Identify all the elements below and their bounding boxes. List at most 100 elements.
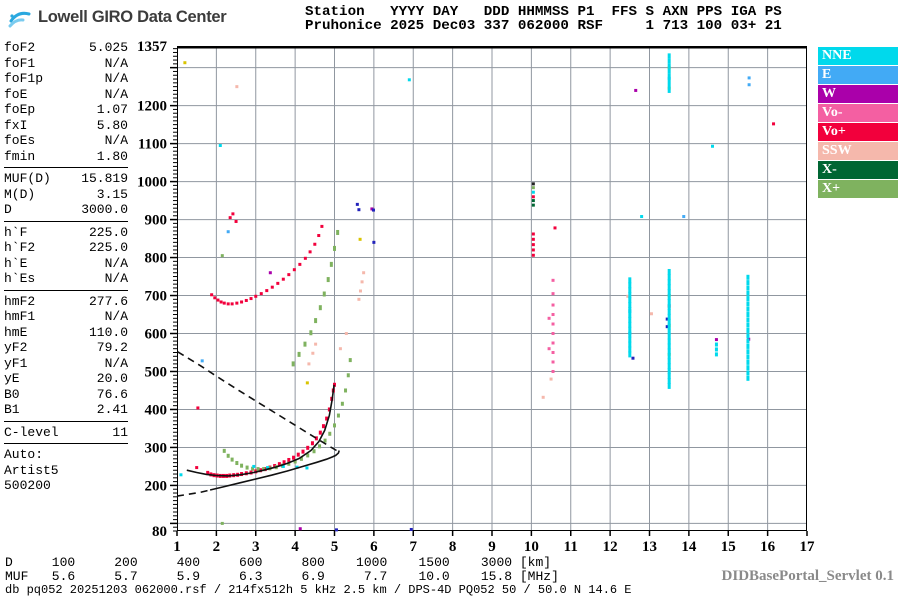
param-value: 5.80 (96, 117, 128, 133)
param-row-clevel: C-level 11 (4, 425, 128, 441)
param-value: 76.6 (96, 386, 128, 402)
x-tick-label: 16 (760, 539, 776, 555)
muf-table: D 100 200 400 600 800 1000 1500 3000 [km… (5, 555, 559, 584)
series-vo-minus-column (547, 278, 555, 373)
param-value: 225.0 (88, 240, 128, 255)
y-tick-label: 300 (145, 440, 168, 456)
x-tick-label: 4 (291, 539, 299, 555)
param-name: 500200 (4, 478, 51, 493)
series-es-column-13-5-top (667, 53, 671, 93)
legend-item-ssw: SSW (818, 142, 898, 160)
param-row-hme: hmE 110.0 (4, 325, 128, 341)
param-value: N/A (104, 309, 128, 324)
param-name: D (4, 202, 12, 217)
station-header-line2: Pruhonice 2025 Dec03 337 062000 RSF 1 71… (305, 18, 782, 34)
param-row-md: M(D) 3.15 (4, 187, 128, 203)
series-o-trace-2nd-order (210, 224, 324, 306)
param-name: Artist5 (4, 462, 59, 478)
echo-direction-legend: NNE E W Vo- Vo+ SSW X- X+ (818, 47, 898, 199)
param-value: 277.6 (88, 293, 128, 309)
x-tick-label: 5 (331, 539, 339, 555)
param-name: foF1 (4, 55, 36, 71)
param-value: 1.07 (96, 102, 128, 117)
series-es-column-14-7 (714, 342, 718, 357)
param-separator (4, 220, 128, 222)
param-row-d: D 3000.0 (4, 202, 128, 218)
param-name: M(D) (4, 186, 36, 202)
parameter-panel: foF2 5.025 foF1 N/A foF1p N/A foE N/A foEp 1.07 fx… (4, 40, 128, 494)
param-name: h`E (4, 255, 28, 271)
param-row-yf1: yF1 N/A (4, 356, 128, 372)
param-row-hmf2: hmF2 277.6 (4, 294, 128, 310)
lowell-giro-logo: Lowell GIRO Data Center (8, 5, 227, 29)
param-value: 11 (112, 424, 128, 440)
legend-item-w: W (818, 85, 898, 103)
curve-profile-topside-model (176, 350, 337, 452)
series-w-specks (268, 88, 751, 531)
y-tick-label: 500 (145, 364, 168, 380)
param-value: 79.2 (96, 340, 128, 355)
servlet-version-label: DIDBasePortal_Servlet 0.1 (721, 568, 894, 584)
x-tick-label: 1 (173, 539, 181, 555)
param-name: foE (4, 86, 28, 102)
param-row-yf2: yF2 79.2 (4, 340, 128, 356)
param-name: hmF1 (4, 309, 36, 324)
series-ssw-specks (235, 85, 653, 399)
param-row-b1: B1 2.41 (4, 402, 128, 418)
param-value: N/A (104, 133, 128, 148)
param-value: 15.819 (81, 171, 128, 186)
measurement-info-line: db pq052 20251203 062000.rsf / 214fx512h… (5, 583, 632, 597)
y-tick-label: 1000 (137, 175, 167, 191)
x-tick-label: 6 (370, 539, 378, 555)
param-separator (4, 167, 128, 168)
x-tick-label: 10 (524, 539, 539, 555)
param-row-fmin: fmin 1.80 (4, 149, 128, 165)
series-es-column-15-5 (746, 274, 750, 381)
y-tick-label: 1357 (137, 39, 168, 55)
param-row-hes: h`Es N/A (4, 271, 128, 287)
param-name: hmF2 (4, 293, 36, 309)
param-value: 3000.0 (81, 202, 128, 217)
series-x-trace-2nd-order (291, 229, 340, 367)
param-row-ye: yE 20.0 (4, 371, 128, 387)
param-row-fof2: foF2 5.025 (4, 40, 128, 56)
legend-item-nne: NNE (818, 47, 898, 65)
param-row-auto: Auto: (4, 447, 128, 463)
param-row-fof1p: foF1p N/A (4, 71, 128, 87)
param-value: 2.41 (96, 402, 128, 417)
param-row-he: h`E N/A (4, 256, 128, 272)
param-row-hf: h`F 225.0 (4, 225, 128, 241)
param-row-500200: 500200 (4, 478, 128, 494)
param-name: foF2 (4, 40, 36, 55)
param-name: fmin (4, 148, 36, 164)
legend-item-vo: Vo+ (818, 123, 898, 141)
param-value: N/A (104, 71, 128, 86)
param-row-hf2: h`F2 225.0 (4, 240, 128, 256)
param-value: N/A (104, 55, 128, 71)
param-value: N/A (104, 271, 128, 286)
param-value: 1.80 (96, 148, 128, 164)
param-row-artist5: Artist5 (4, 463, 128, 479)
y-tick-label: 800 (145, 251, 168, 267)
x-tick-label: 11 (564, 539, 578, 555)
param-name: foF1p (4, 71, 44, 86)
param-name: B1 (4, 402, 20, 417)
param-name: h`Es (4, 271, 36, 286)
legend-item-e: E (818, 66, 898, 84)
param-value: 20.0 (96, 371, 128, 386)
param-name: C-level (4, 424, 59, 440)
y-tick-label: 80 (152, 524, 167, 540)
x-tick-label: 9 (488, 539, 496, 555)
param-row-b0: B0 76.6 (4, 387, 128, 403)
legend-item-x: X+ (818, 180, 898, 198)
y-tick-label: 600 (145, 327, 168, 343)
legend-item-x: X- (818, 161, 898, 179)
param-row-hmf1: hmF1 N/A (4, 309, 128, 325)
y-tick-label: 1100 (138, 137, 167, 153)
station-header-line1: Station YYYY DAY DDD HHMMSS P1 FFS S AXN… (305, 4, 782, 20)
series-yellow-specks (183, 61, 671, 385)
param-name: fxI (4, 117, 28, 133)
param-value: N/A (104, 255, 128, 271)
param-name: yF2 (4, 340, 28, 355)
